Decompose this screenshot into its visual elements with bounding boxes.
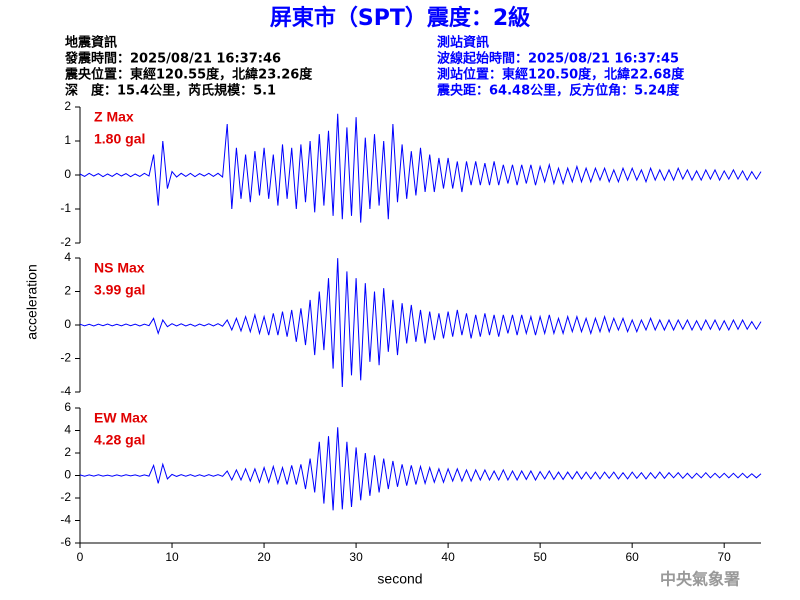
- info-line: 震央位置：東經120.55度，北緯23.26度: [64, 67, 313, 83]
- footer: 中央氣象署: [660, 570, 740, 589]
- x-tick-label: 20: [257, 550, 271, 564]
- y-tick-label: -1: [60, 201, 71, 215]
- annotation: 1.80 gal: [94, 131, 145, 147]
- info-line: 深 度：15.4公里，芮氏規模：5.1: [65, 83, 276, 99]
- y-tick-label: -2: [60, 235, 71, 249]
- y-tick-label: -4: [60, 384, 71, 398]
- y-tick-label: 1: [64, 133, 71, 147]
- waveform: [79, 427, 762, 511]
- title: 屏東市（SPT）震度：2級: [270, 5, 530, 31]
- y-tick-label: -4: [60, 513, 71, 527]
- y-tick-label: 6: [64, 400, 71, 414]
- x-tick-label: 60: [625, 550, 639, 564]
- waveform: [79, 113, 762, 223]
- info-line: 測站位置：東經120.50度，北緯22.68度: [437, 67, 685, 83]
- x-tick-label: 10: [165, 550, 179, 564]
- annotation: NS Max: [94, 260, 145, 276]
- info-line: 震央距：64.48公里，反方位角：5.24度: [436, 83, 680, 99]
- y-tick-label: 4: [64, 250, 71, 264]
- y-tick-label: 2: [64, 99, 71, 113]
- x-tick-label: 50: [533, 550, 547, 564]
- waveform: [79, 258, 762, 388]
- x-axis-label: second: [377, 571, 422, 587]
- y-tick-label: 4: [64, 423, 71, 437]
- x-tick-label: 70: [718, 550, 732, 564]
- annotation: Z Max: [94, 109, 134, 125]
- annotation: 4.28 gal: [94, 432, 145, 448]
- y-tick-label: -2: [60, 490, 71, 504]
- info-line: 測站資訊: [437, 35, 489, 51]
- y-tick-label: -2: [60, 351, 71, 365]
- info-line: 地震資訊: [65, 35, 117, 51]
- x-tick-label: 0: [77, 550, 84, 564]
- y-tick-label: -6: [60, 535, 71, 549]
- annotation: EW Max: [94, 410, 148, 426]
- y-tick-label: 2: [64, 284, 71, 298]
- y-tick-label: 0: [64, 317, 71, 331]
- info-line: 發震時間：2025/08/21 16:37:46: [64, 51, 281, 67]
- info-line: 波線起始時間：2025/08/21 16:37:45: [437, 51, 679, 67]
- x-tick-label: 40: [441, 550, 455, 564]
- y-tick-label: 0: [64, 167, 71, 181]
- y-tick-label: 2: [64, 445, 71, 459]
- x-tick-label: 30: [349, 550, 363, 564]
- y-tick-label: 0: [64, 468, 71, 482]
- annotation: 3.99 gal: [94, 282, 145, 298]
- y-axis-label: acceleration: [24, 264, 40, 340]
